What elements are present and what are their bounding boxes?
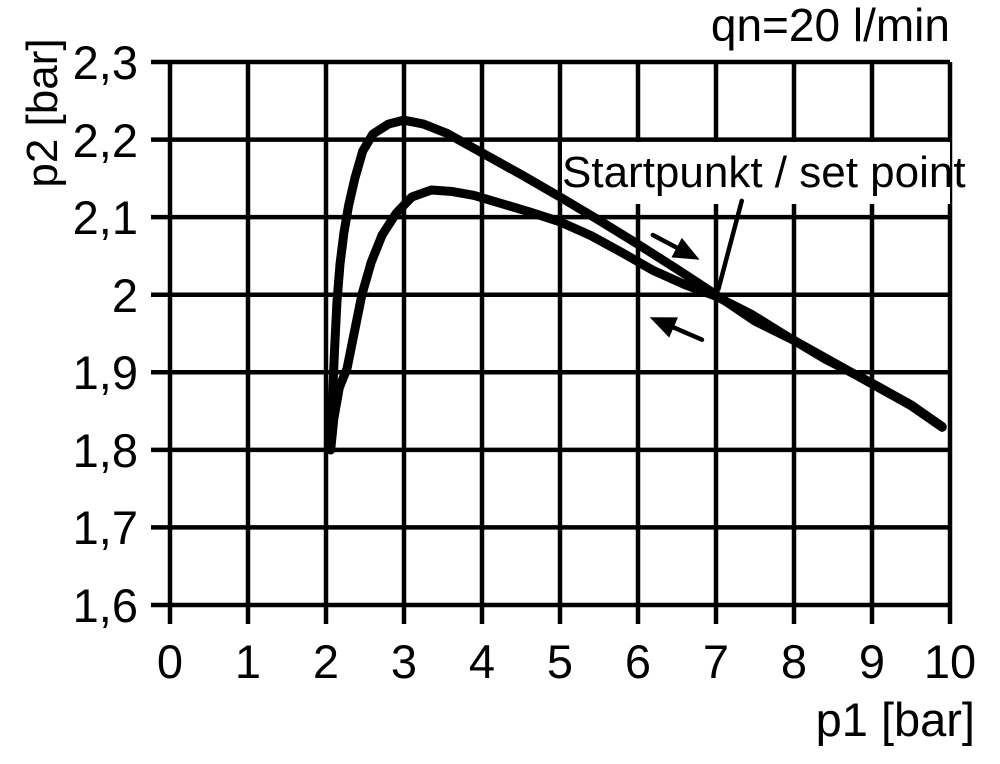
flow-rate-title: qn=20 l/min: [710, 0, 950, 51]
x-tick-label: 9: [858, 635, 886, 688]
forward-direction-arrow: [650, 232, 679, 250]
x-tick-label: 10: [923, 635, 977, 688]
y-tick-label: 2,3: [72, 36, 138, 89]
y-tick-label: 1,6: [72, 579, 138, 632]
x-tick-label: 7: [702, 635, 730, 688]
return-direction-arrow: [671, 325, 705, 342]
set-point-label: Startpunkt / set point: [562, 148, 966, 197]
y-tick-label: 2,1: [72, 191, 138, 245]
y-tick-label: 2: [111, 268, 138, 322]
y-tick-label: 1,8: [72, 423, 138, 477]
set-point-leader-line: [716, 198, 744, 292]
forward-direction-arrow-head: [671, 237, 700, 260]
x-tick-label: 3: [390, 635, 418, 688]
x-tick-label: 1: [234, 635, 262, 688]
x-tick-label: 8: [780, 635, 808, 688]
y-tick-label: 1,9: [72, 346, 138, 400]
x-tick-label: 2: [312, 635, 340, 688]
x-axis-title: p1 [bar]: [815, 693, 975, 746]
x-tick-label: 6: [624, 635, 652, 688]
x-tick-label: 4: [468, 635, 496, 688]
return-direction-arrow-head: [649, 317, 678, 338]
pressure-curve: [326, 185, 947, 455]
x-tick-label: 5: [546, 635, 574, 688]
set-point-label-background: [562, 142, 950, 204]
x-tick-label: 0: [156, 635, 184, 688]
y-tick-label: 2,2: [72, 113, 138, 167]
y-tick-label: 1,7: [72, 501, 138, 555]
